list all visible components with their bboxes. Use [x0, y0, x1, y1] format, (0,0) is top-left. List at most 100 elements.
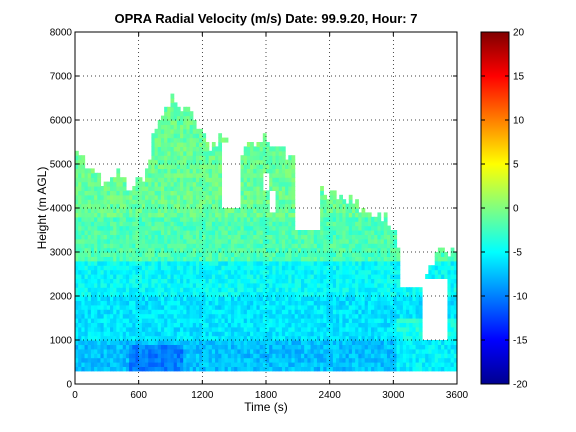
heatmap-cell	[103, 309, 108, 315]
heatmap-cell	[304, 256, 308, 262]
colorbar-tick-label: 5	[513, 160, 519, 171]
heatmap-cell	[310, 287, 315, 293]
heatmap-cell	[170, 146, 175, 152]
heatmap-cell	[154, 326, 159, 332]
heatmap-cell	[281, 186, 286, 191]
heatmap-cell	[211, 172, 216, 178]
heatmap-cell	[195, 326, 200, 332]
heatmap-cell	[364, 326, 369, 332]
heatmap-cell	[100, 322, 105, 328]
heatmap-cell	[106, 221, 111, 227]
heatmap-cell	[406, 366, 410, 372]
heatmap-cell	[393, 322, 398, 328]
heatmap-cell	[396, 335, 401, 341]
heatmap-cell	[272, 304, 277, 310]
heatmap-cell	[301, 348, 305, 354]
heatmap-cell	[205, 322, 210, 328]
heatmap-cell	[167, 309, 172, 315]
heatmap-cell	[176, 326, 181, 332]
heatmap-cell	[160, 133, 165, 139]
heatmap-cell	[246, 159, 251, 165]
heatmap-cell	[218, 137, 223, 143]
heatmap-cell	[164, 111, 168, 117]
heatmap-cell	[275, 326, 280, 332]
heatmap-cell	[90, 291, 95, 297]
heatmap-cell	[119, 234, 124, 240]
heatmap-cell	[183, 230, 188, 235]
heatmap-cell	[342, 318, 347, 323]
heatmap-cell	[275, 168, 280, 174]
heatmap-cell	[288, 230, 293, 235]
heatmap-cell	[240, 344, 245, 350]
heatmap-cell	[275, 340, 280, 345]
heatmap-cell	[294, 304, 299, 310]
heatmap-cell	[332, 278, 337, 284]
heatmap-cell	[259, 300, 264, 306]
heatmap-cell	[361, 318, 366, 323]
heatmap-cell	[116, 304, 121, 310]
heatmap-cell	[336, 331, 340, 337]
heatmap-cell	[418, 344, 423, 350]
heatmap-cell	[208, 230, 213, 235]
heatmap-cell	[272, 366, 277, 372]
heatmap-cell	[269, 212, 273, 218]
heatmap-cell	[355, 278, 359, 284]
heatmap-cell	[256, 282, 261, 288]
heatmap-cell	[259, 357, 264, 363]
heatmap-cell	[97, 291, 102, 297]
heatmap-cell	[78, 287, 82, 293]
heatmap-cell	[243, 216, 248, 222]
heatmap-cell	[84, 208, 89, 213]
heatmap-cell	[246, 353, 251, 359]
heatmap-cell	[262, 304, 267, 310]
heatmap-cell	[157, 194, 162, 200]
heatmap-cell	[367, 243, 372, 249]
heatmap-cell	[199, 318, 203, 323]
heatmap-cell	[218, 230, 223, 235]
heatmap-cell	[377, 357, 382, 363]
heatmap-cell	[119, 260, 124, 266]
heatmap-cell	[81, 164, 86, 169]
heatmap-cell	[374, 362, 379, 367]
heatmap-cell	[157, 159, 162, 165]
heatmap-cell	[355, 216, 359, 222]
heatmap-cell	[160, 199, 165, 205]
heatmap-cell	[288, 326, 293, 332]
heatmap-cell	[240, 353, 245, 359]
heatmap-cell	[78, 322, 82, 328]
heatmap-cell	[106, 287, 111, 293]
heatmap-cell	[183, 137, 188, 143]
heatmap-cell	[215, 278, 219, 284]
heatmap-cell	[208, 216, 213, 222]
heatmap-cell	[116, 260, 121, 266]
heatmap-cell	[351, 221, 356, 227]
heatmap-cell	[262, 282, 267, 288]
heatmap-cell	[189, 186, 194, 191]
heatmap-cell	[160, 291, 165, 297]
heatmap-cell	[167, 353, 172, 359]
heatmap-cell	[208, 322, 213, 328]
heatmap-cell	[160, 115, 165, 121]
heatmap-cell	[234, 331, 238, 337]
heatmap-cell	[374, 287, 379, 293]
heatmap-cell	[240, 291, 245, 297]
heatmap-cell	[138, 186, 143, 191]
heatmap-cell	[218, 313, 223, 319]
heatmap-cell	[221, 296, 226, 301]
heatmap-cell	[84, 287, 89, 293]
heatmap-cell	[377, 269, 382, 275]
heatmap-cell	[390, 335, 394, 341]
heatmap-cell	[167, 164, 172, 169]
heatmap-cell	[189, 309, 194, 315]
heatmap-cell	[377, 225, 382, 231]
heatmap-cell	[313, 304, 318, 310]
heatmap-cell	[215, 326, 219, 332]
heatmap-cell	[386, 318, 391, 323]
heatmap-cell	[173, 111, 178, 117]
heatmap-cell	[297, 322, 302, 328]
heatmap-cell	[329, 225, 334, 231]
heatmap-cell	[199, 274, 203, 279]
heatmap-cell	[125, 243, 130, 249]
heatmap-cell	[157, 234, 162, 240]
heatmap-cell	[94, 243, 98, 249]
